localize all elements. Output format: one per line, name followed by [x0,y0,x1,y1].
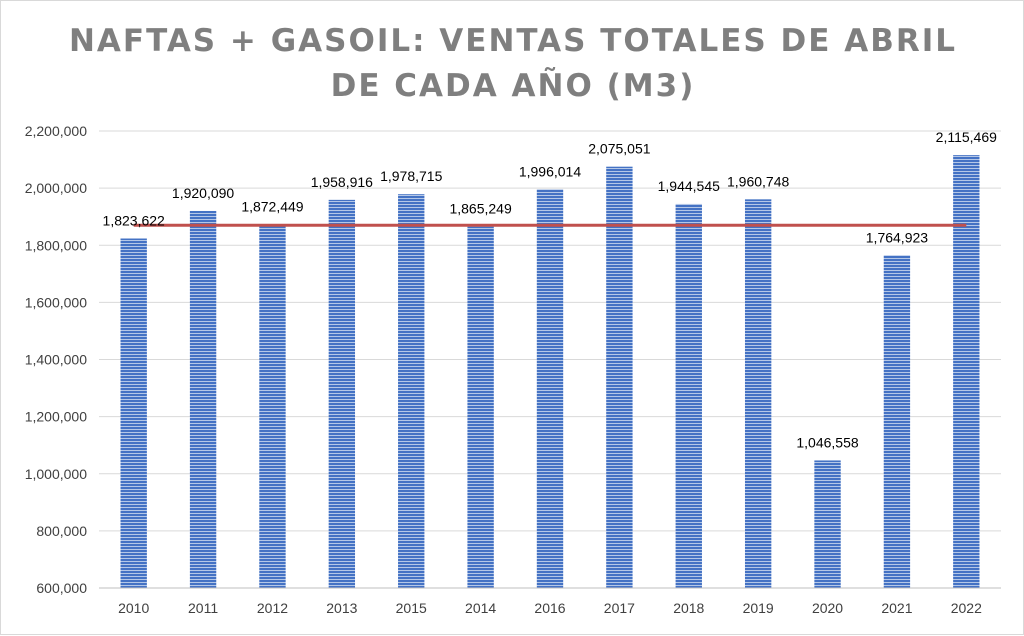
data-label: 1,978,715 [380,168,442,184]
bar-2018 [675,203,702,588]
bar-2015 [398,194,425,588]
y-tick-label: 2,200,000 [25,123,87,139]
x-tick-label: 2012 [257,600,288,616]
bar-2017 [606,166,633,589]
y-tick-label: 800,000 [36,523,87,539]
y-tick-label: 1,800,000 [25,237,87,253]
data-label: 1,958,916 [311,174,373,190]
data-label: 1,960,748 [727,173,789,189]
y-tick-label: 600,000 [36,580,87,596]
data-label: 2,115,469 [936,129,997,145]
x-tick-label: 2016 [534,600,565,616]
bar-2014 [467,226,494,588]
x-tick-label: 2017 [604,600,635,616]
bar-2010 [120,238,147,588]
bar-2012 [259,224,286,588]
data-label: 1,865,249 [449,201,511,217]
bar-2021 [883,255,911,589]
x-tick-label: 2015 [396,600,427,616]
data-label: 2,075,051 [588,141,650,157]
bar-2022 [953,155,980,588]
y-tick-label: 2,000,000 [25,180,87,196]
data-label: 1,920,090 [172,185,234,201]
bar-2020 [814,460,841,588]
x-tick-label: 2019 [743,600,774,616]
y-tick-label: 1,400,000 [25,352,87,368]
x-tick-label: 2014 [465,600,496,616]
chart-title-line-2: DE CADA AÑO (M3) [330,68,696,104]
data-label: 1,996,014 [519,163,581,179]
x-tick-label: 2013 [326,600,357,616]
bar-2011 [189,210,217,589]
x-tick-label: 2020 [812,600,843,616]
bar-2019 [744,199,772,588]
chart-title-line-1: NAFTAS + GASOIL: VENTAS TOTALES DE ABRIL [68,23,958,59]
chart-title: NAFTAS + GASOIL: VENTAS TOTALES DE ABRIL… [1,19,1024,109]
x-tick-label: 2018 [673,600,704,616]
y-tick-label: 1,000,000 [25,466,87,482]
y-tick-label: 1,600,000 [25,294,87,310]
x-tick-label: 2011 [188,600,218,616]
x-tick-label: 2022 [951,600,982,616]
bar-2013 [328,199,356,588]
data-label: 1,823,622 [103,213,165,229]
y-tick-label: 1,200,000 [25,409,87,425]
x-tick-label: 2010 [118,600,149,616]
data-label: 1,046,558 [796,434,858,450]
data-label: 1,872,449 [241,199,303,215]
bar-2016 [536,189,564,589]
data-label: 1,944,545 [658,178,720,194]
x-tick-label: 2021 [881,600,912,616]
data-label: 1,764,923 [866,229,928,245]
